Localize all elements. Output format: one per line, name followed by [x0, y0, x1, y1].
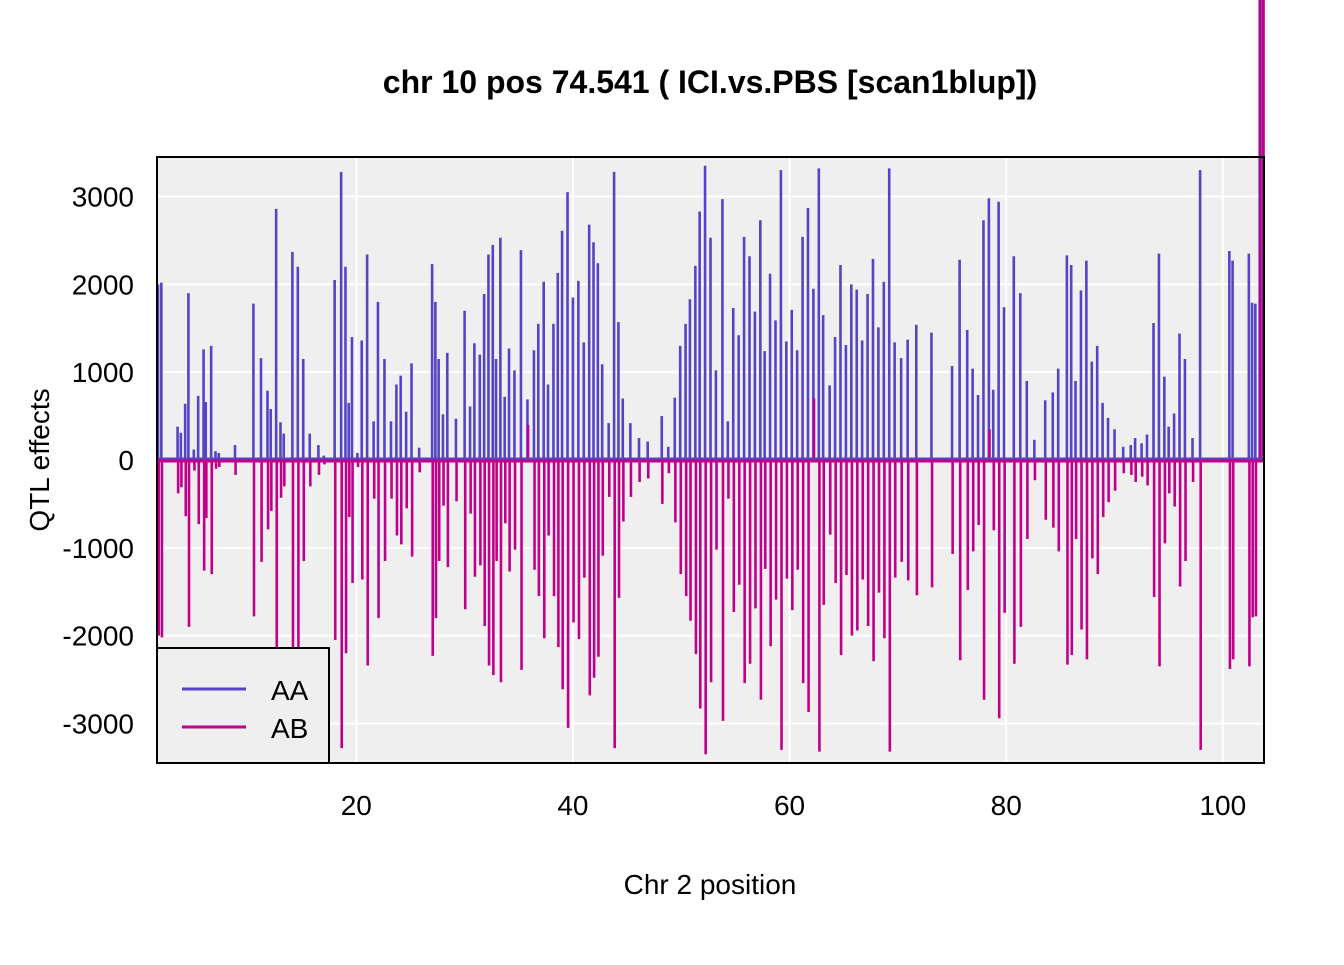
plot-frame: [156, 156, 1265, 764]
legend-label-aa: AA: [271, 675, 309, 706]
x-tick-label: 20: [341, 790, 372, 821]
x-tick-label: 60: [774, 790, 805, 821]
x-tick-label: 80: [991, 790, 1022, 821]
series-ab: [157, 0, 1265, 755]
y-tick-label: -3000: [62, 708, 134, 739]
y-axis-label: QTL effects: [24, 388, 55, 531]
x-axis-label: Chr 2 position: [624, 869, 797, 900]
legend-box: [156, 647, 330, 764]
chart-title: chr 10 pos 74.541 ( ICI.vs.PBS [scan1blu…: [383, 64, 1037, 100]
y-tick-label: -1000: [62, 533, 134, 564]
y-tick-label: -2000: [62, 621, 134, 652]
series-aa: [156, 0, 1265, 460]
legend-label-ab: AB: [271, 713, 308, 744]
legend: AA AB: [156, 647, 330, 764]
x-tick-label: 40: [557, 790, 588, 821]
y-tick-label: 0: [118, 445, 134, 476]
y-axis-ticks: -3000 -2000 -1000 0 1000 2000 3000: [62, 182, 134, 740]
y-tick-label: 1000: [72, 357, 134, 388]
y-tick-label: 2000: [72, 269, 134, 300]
y-tick-label: 3000: [72, 182, 134, 213]
x-tick-label: 100: [1199, 790, 1246, 821]
x-axis-ticks: 20 40 60 80 100: [341, 790, 1246, 821]
